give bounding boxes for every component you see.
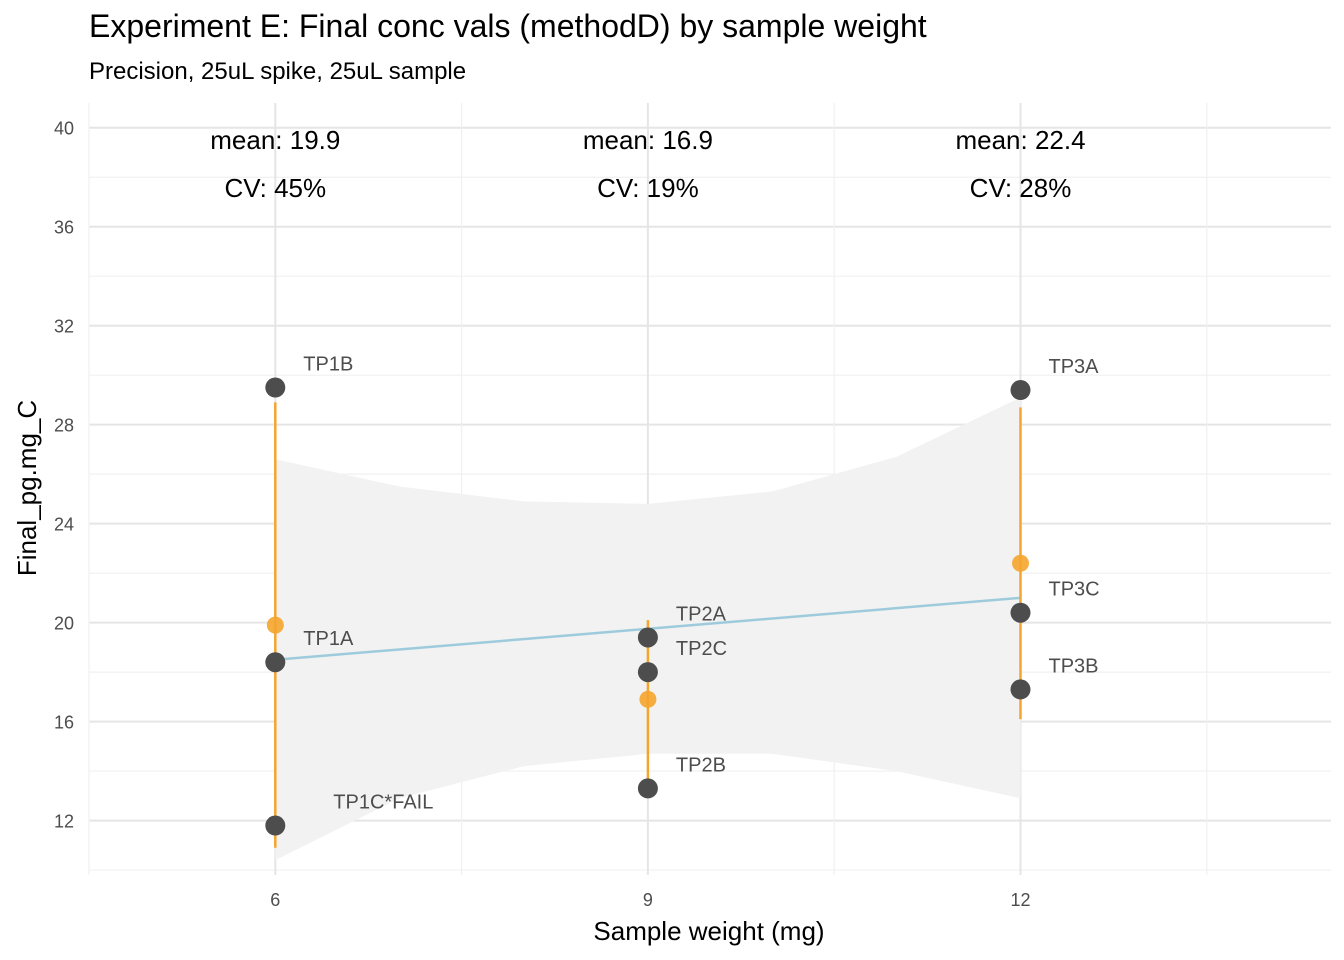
- mean-point: [1012, 554, 1029, 572]
- x-axis-title: Sample weight (mg): [593, 916, 824, 946]
- data-point: [265, 377, 286, 398]
- data-point: [1010, 380, 1031, 401]
- y-tick-label: 36: [54, 218, 74, 238]
- cv-annotation: CV: 19%: [597, 173, 699, 203]
- point-label: TP2B: [676, 754, 726, 776]
- x-tick-label: 9: [643, 890, 653, 910]
- cv-annotation: CV: 28%: [970, 173, 1072, 203]
- mean-annotation: mean: 22.4: [955, 125, 1085, 155]
- point-label: TP2A: [676, 603, 727, 625]
- tick-labels-layer: 12 16 20 24 28 32 36 40 6 9 12: [54, 119, 1031, 910]
- y-tick-label: 12: [54, 812, 74, 832]
- y-tick-label: 40: [54, 119, 74, 139]
- x-tick-label: 6: [270, 890, 280, 910]
- cv-annotation: CV: 45%: [224, 173, 326, 203]
- y-tick-label: 24: [54, 515, 74, 535]
- data-point: [637, 662, 658, 683]
- mean-points-layer: [266, 554, 1029, 708]
- point-label: TP1A: [303, 628, 354, 650]
- point-label: TP3B: [1049, 655, 1099, 677]
- data-point: [265, 815, 286, 836]
- mean-point: [266, 616, 284, 634]
- data-point: [1010, 602, 1031, 623]
- data-points-layer: [265, 377, 1031, 836]
- y-tick-label: 28: [54, 416, 74, 436]
- x-tick-label: 12: [1010, 890, 1030, 910]
- data-point: [1010, 679, 1031, 700]
- annotations-layer: mean: 19.9 CV: 45% mean: 16.9 CV: 19% mean: …: [210, 125, 1085, 203]
- y-axis-title: Final_pg.mg_C: [12, 400, 42, 576]
- chart-subtitle: Precision, 25uL spike, 25uL sample: [89, 58, 467, 85]
- point-label: TP2C: [676, 638, 727, 660]
- y-tick-label: 16: [54, 713, 74, 733]
- y-tick-label: 32: [54, 317, 74, 337]
- point-label: TP3C: [1049, 579, 1100, 601]
- mean-annotation: mean: 16.9: [583, 125, 713, 155]
- point-label: TP1C*FAIL: [333, 792, 433, 814]
- data-point: [637, 778, 658, 799]
- data-point: [637, 627, 658, 648]
- mean-point: [639, 690, 657, 708]
- y-tick-label: 20: [54, 614, 74, 634]
- point-label: TP1B: [303, 354, 353, 376]
- mean-annotation: mean: 19.9: [210, 125, 340, 155]
- point-label: TP3A: [1049, 356, 1100, 378]
- chart-title: Experiment E: Final conc vals (methodD) …: [89, 8, 927, 44]
- point-labels-layer: TP1B TP1A TP1C*FAIL TP2A TP2C TP2B TP3A TP3C TP3…: [303, 354, 1099, 814]
- data-point: [265, 652, 286, 673]
